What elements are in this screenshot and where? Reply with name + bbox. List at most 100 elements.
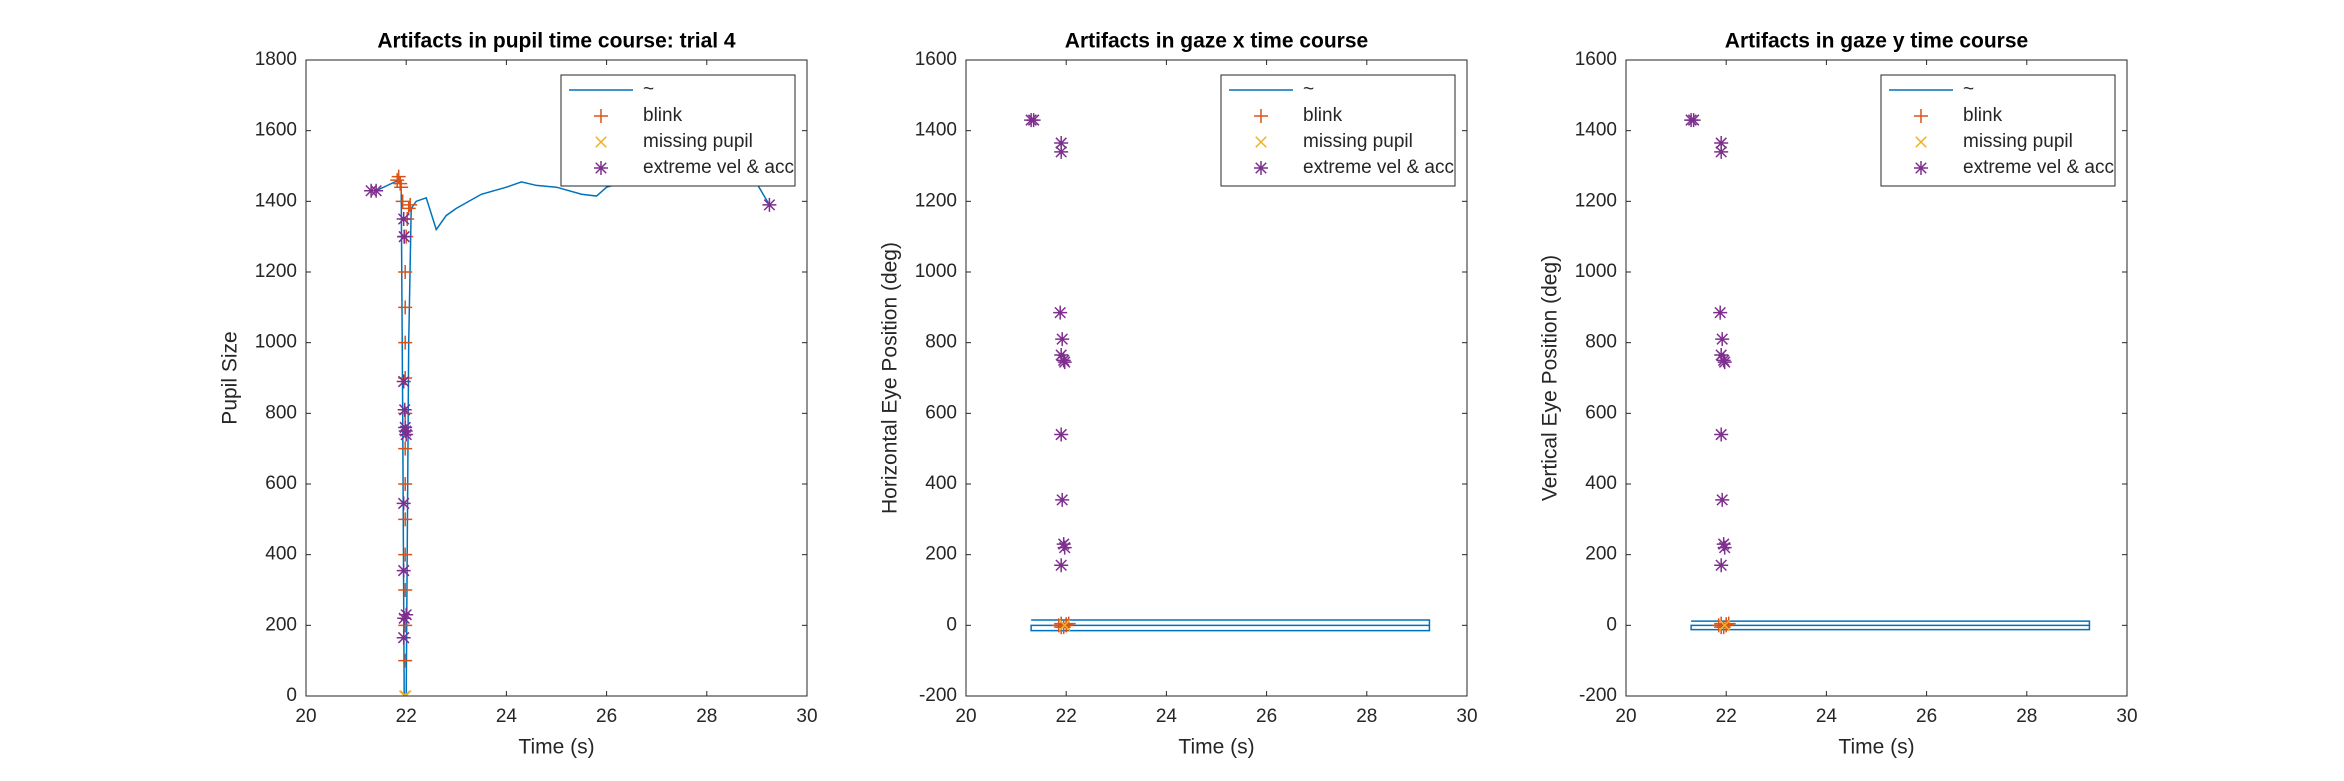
legend-label: extreme vel & acc xyxy=(1963,157,2114,178)
data-marker xyxy=(403,197,418,212)
legend-label: missing pupil xyxy=(1963,131,2073,152)
x-tick-label: 30 xyxy=(1456,706,1477,727)
data-marker xyxy=(396,374,411,389)
legend-marker xyxy=(1914,161,1928,175)
x-tick-label: 26 xyxy=(1256,706,1277,727)
data-marker xyxy=(1057,355,1072,370)
data-marker xyxy=(393,176,408,191)
legend-marker xyxy=(594,161,608,175)
legend-label: extreme vel & acc xyxy=(643,157,794,178)
data-marker xyxy=(369,183,384,198)
x-tick-label: 26 xyxy=(1916,706,1937,727)
y-tick-label: 400 xyxy=(925,473,957,494)
data-marker xyxy=(398,583,413,597)
data-marker xyxy=(1054,136,1069,151)
y-tick-label: 800 xyxy=(925,332,957,353)
y-tick-label: 1600 xyxy=(255,120,297,141)
data-marker xyxy=(396,212,411,226)
data-marker xyxy=(1055,492,1070,507)
data-marker xyxy=(399,690,412,696)
x-tick-label: 30 xyxy=(2116,706,2137,727)
y-tick-label: 400 xyxy=(265,544,297,565)
data-marker xyxy=(398,477,413,491)
y-tick-label: 1200 xyxy=(1575,190,1617,211)
y-tick-label: 800 xyxy=(1585,332,1617,353)
data-marker xyxy=(1053,305,1068,320)
x-tick-label: 20 xyxy=(1615,706,1636,727)
legend-label: missing pupil xyxy=(1303,131,1413,152)
y-tick-label: 1200 xyxy=(915,190,957,211)
y-tick-label: 1000 xyxy=(915,261,957,282)
y-tick-label: 1600 xyxy=(915,49,957,70)
data-marker xyxy=(1716,537,1731,552)
legend-label: extreme vel & acc xyxy=(1303,157,1454,178)
data-marker xyxy=(1054,144,1069,159)
x-tick-label: 28 xyxy=(696,706,717,727)
legend-label: blink xyxy=(1303,105,1343,126)
y-tick-label: 1600 xyxy=(1575,49,1617,70)
data-marker xyxy=(1714,144,1729,159)
y-tick-label: 1200 xyxy=(255,261,297,282)
y-tick-label: 600 xyxy=(1585,402,1617,423)
data-marker xyxy=(1714,427,1729,442)
data-marker xyxy=(399,607,414,622)
data-marker xyxy=(1714,348,1729,363)
plot-area xyxy=(1024,113,1431,635)
y-tick-label: 200 xyxy=(925,544,957,565)
data-marker xyxy=(399,427,414,442)
data-marker xyxy=(1717,355,1732,370)
data-marker xyxy=(1715,492,1730,507)
data-marker xyxy=(398,265,413,279)
y-tick-label: 1000 xyxy=(255,332,297,353)
y-tick-label: 0 xyxy=(1606,614,1617,635)
y-tick-label: 1800 xyxy=(255,49,297,70)
legend-marker xyxy=(1254,109,1268,123)
data-marker xyxy=(1056,537,1071,552)
y-tick-label: 0 xyxy=(946,614,957,635)
y-tick-label: 200 xyxy=(265,614,297,635)
data-marker xyxy=(1714,136,1729,151)
data-marker xyxy=(398,335,413,350)
axes-box xyxy=(965,59,1468,697)
x-axis-label: Time (s) xyxy=(518,736,594,759)
data-marker xyxy=(391,169,406,184)
y-tick-label: 1400 xyxy=(915,120,957,141)
data-marker xyxy=(1055,332,1070,347)
data-marker xyxy=(1686,113,1701,128)
data-marker xyxy=(1717,540,1732,555)
chart-title: Artifacts in pupil time course: trial 4 xyxy=(377,30,736,53)
x-tick-label: 24 xyxy=(496,706,518,727)
data-marker xyxy=(1714,558,1729,573)
data-line xyxy=(1690,620,2091,631)
data-marker xyxy=(398,653,413,668)
data-marker xyxy=(1058,619,1071,632)
legend-label: blink xyxy=(1963,105,2003,126)
x-tick-label: 30 xyxy=(796,706,817,727)
x-tick-label: 26 xyxy=(596,706,617,727)
data-marker xyxy=(1718,619,1731,632)
y-axis-label: Pupil Size xyxy=(219,331,242,424)
x-tick-label: 20 xyxy=(955,706,976,727)
x-axis-label: Time (s) xyxy=(1838,736,1914,759)
data-marker xyxy=(1054,427,1069,442)
data-marker xyxy=(1054,348,1069,363)
legend-marker xyxy=(1254,161,1268,175)
x-tick-label: 24 xyxy=(1816,706,1838,727)
y-tick-label: 1000 xyxy=(1575,261,1617,282)
chart-title: Artifacts in gaze x time course xyxy=(1065,30,1368,53)
data-marker xyxy=(396,630,411,645)
y-tick-label: 0 xyxy=(286,685,297,706)
data-marker xyxy=(397,229,412,244)
x-tick-label: 28 xyxy=(1356,706,1377,727)
y-axis-label: Horizontal Eye Position (deg) xyxy=(879,242,902,514)
data-marker xyxy=(397,402,412,417)
legend-label: ~ xyxy=(643,79,654,100)
data-marker xyxy=(398,300,413,315)
plot-area xyxy=(1684,113,2091,635)
data-marker xyxy=(1054,558,1069,573)
data-marker xyxy=(394,180,409,195)
y-tick-label: 800 xyxy=(265,402,297,423)
x-tick-label: 28 xyxy=(2016,706,2037,727)
y-tick-label: 1400 xyxy=(255,190,297,211)
data-marker xyxy=(396,563,411,578)
